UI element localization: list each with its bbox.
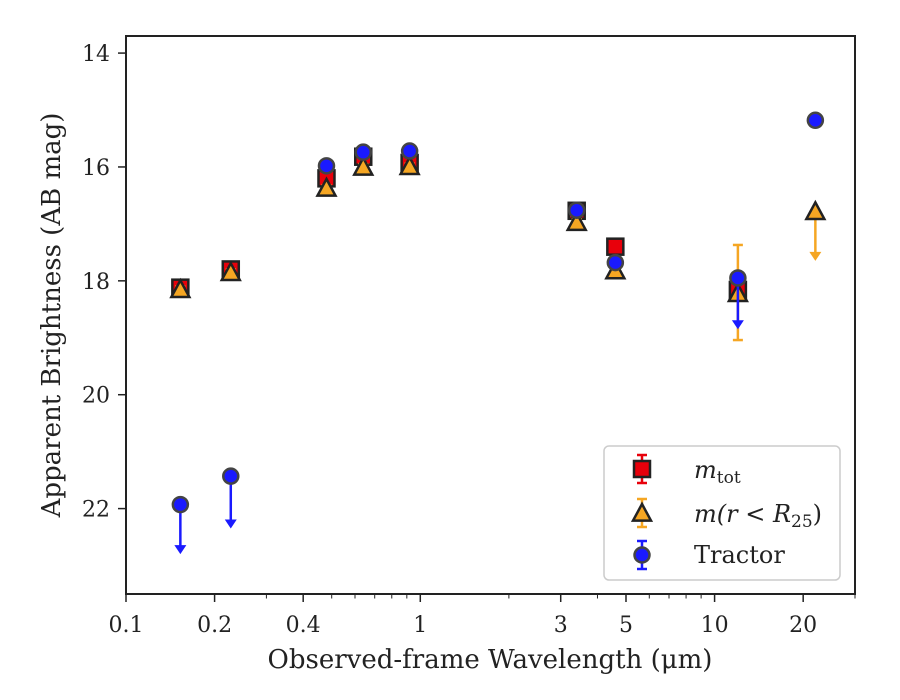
mr25-point [169, 277, 192, 299]
legend-label-mr25: m(r < R25) [694, 500, 822, 532]
mr25-point [315, 176, 338, 197]
tractor-point [222, 467, 240, 485]
x-axis-title: Observed-frame Wavelength (μm) [268, 645, 713, 675]
mr25-limit-arrowhead [809, 251, 822, 261]
x-tick-label: 0.2 [197, 613, 232, 638]
y-tick-label: 14 [82, 42, 110, 67]
y-axis-title: Apparent Brightness (AB mag) [37, 113, 67, 519]
mr25-point [352, 155, 375, 176]
x-tick-label: 0.4 [286, 613, 321, 638]
y-tick-label: 16 [82, 156, 110, 181]
tractor-limit-arrowhead [174, 545, 187, 555]
tractor-point [729, 269, 747, 287]
tractor-limit-arrowhead [224, 519, 237, 529]
y-tick-label: 22 [82, 498, 110, 523]
data-marks [169, 111, 827, 555]
mr25-point [398, 154, 421, 176]
x-tick-label: 3 [554, 613, 568, 638]
y-tick-label: 20 [82, 384, 110, 409]
legend-tractor-marker [633, 546, 651, 564]
x-tick-label: 1 [413, 613, 427, 638]
mtot-point [606, 237, 625, 256]
mr25-point [565, 210, 588, 232]
tractor-point [806, 111, 825, 130]
x-tick-label: 20 [789, 613, 817, 638]
series-mr25 [169, 154, 827, 342]
mr25-point [804, 199, 827, 221]
tractor-limit-arrowhead [731, 320, 744, 330]
y-axis: 14 16 18 20 22 [82, 42, 126, 523]
legend-mtot-marker [632, 459, 652, 479]
legend: mtot m(r < R25) Tractor [603, 445, 841, 581]
tractor-point [354, 143, 373, 161]
tractor-point [567, 201, 586, 219]
tractor-point [606, 253, 625, 272]
tractor-point [400, 142, 419, 160]
mr25-point [219, 260, 242, 282]
legend-label-tractor: Tractor [694, 541, 785, 569]
tractor-point [317, 157, 336, 175]
legend-markers [630, 453, 654, 571]
x-tick-label: 5 [619, 613, 633, 638]
y-tick-label: 18 [82, 270, 110, 295]
x-axis: 0.1 0.2 0.4 1 3 5 10 20 [109, 594, 856, 638]
legend-box [603, 445, 841, 581]
tractor-point [171, 495, 190, 514]
legend-mr25-marker [630, 501, 654, 522]
series-tractor [171, 111, 825, 555]
legend-label-mtot: mtot [694, 456, 741, 488]
x-tick-label: 0.1 [109, 613, 144, 638]
x-tick-label: 10 [701, 613, 729, 638]
